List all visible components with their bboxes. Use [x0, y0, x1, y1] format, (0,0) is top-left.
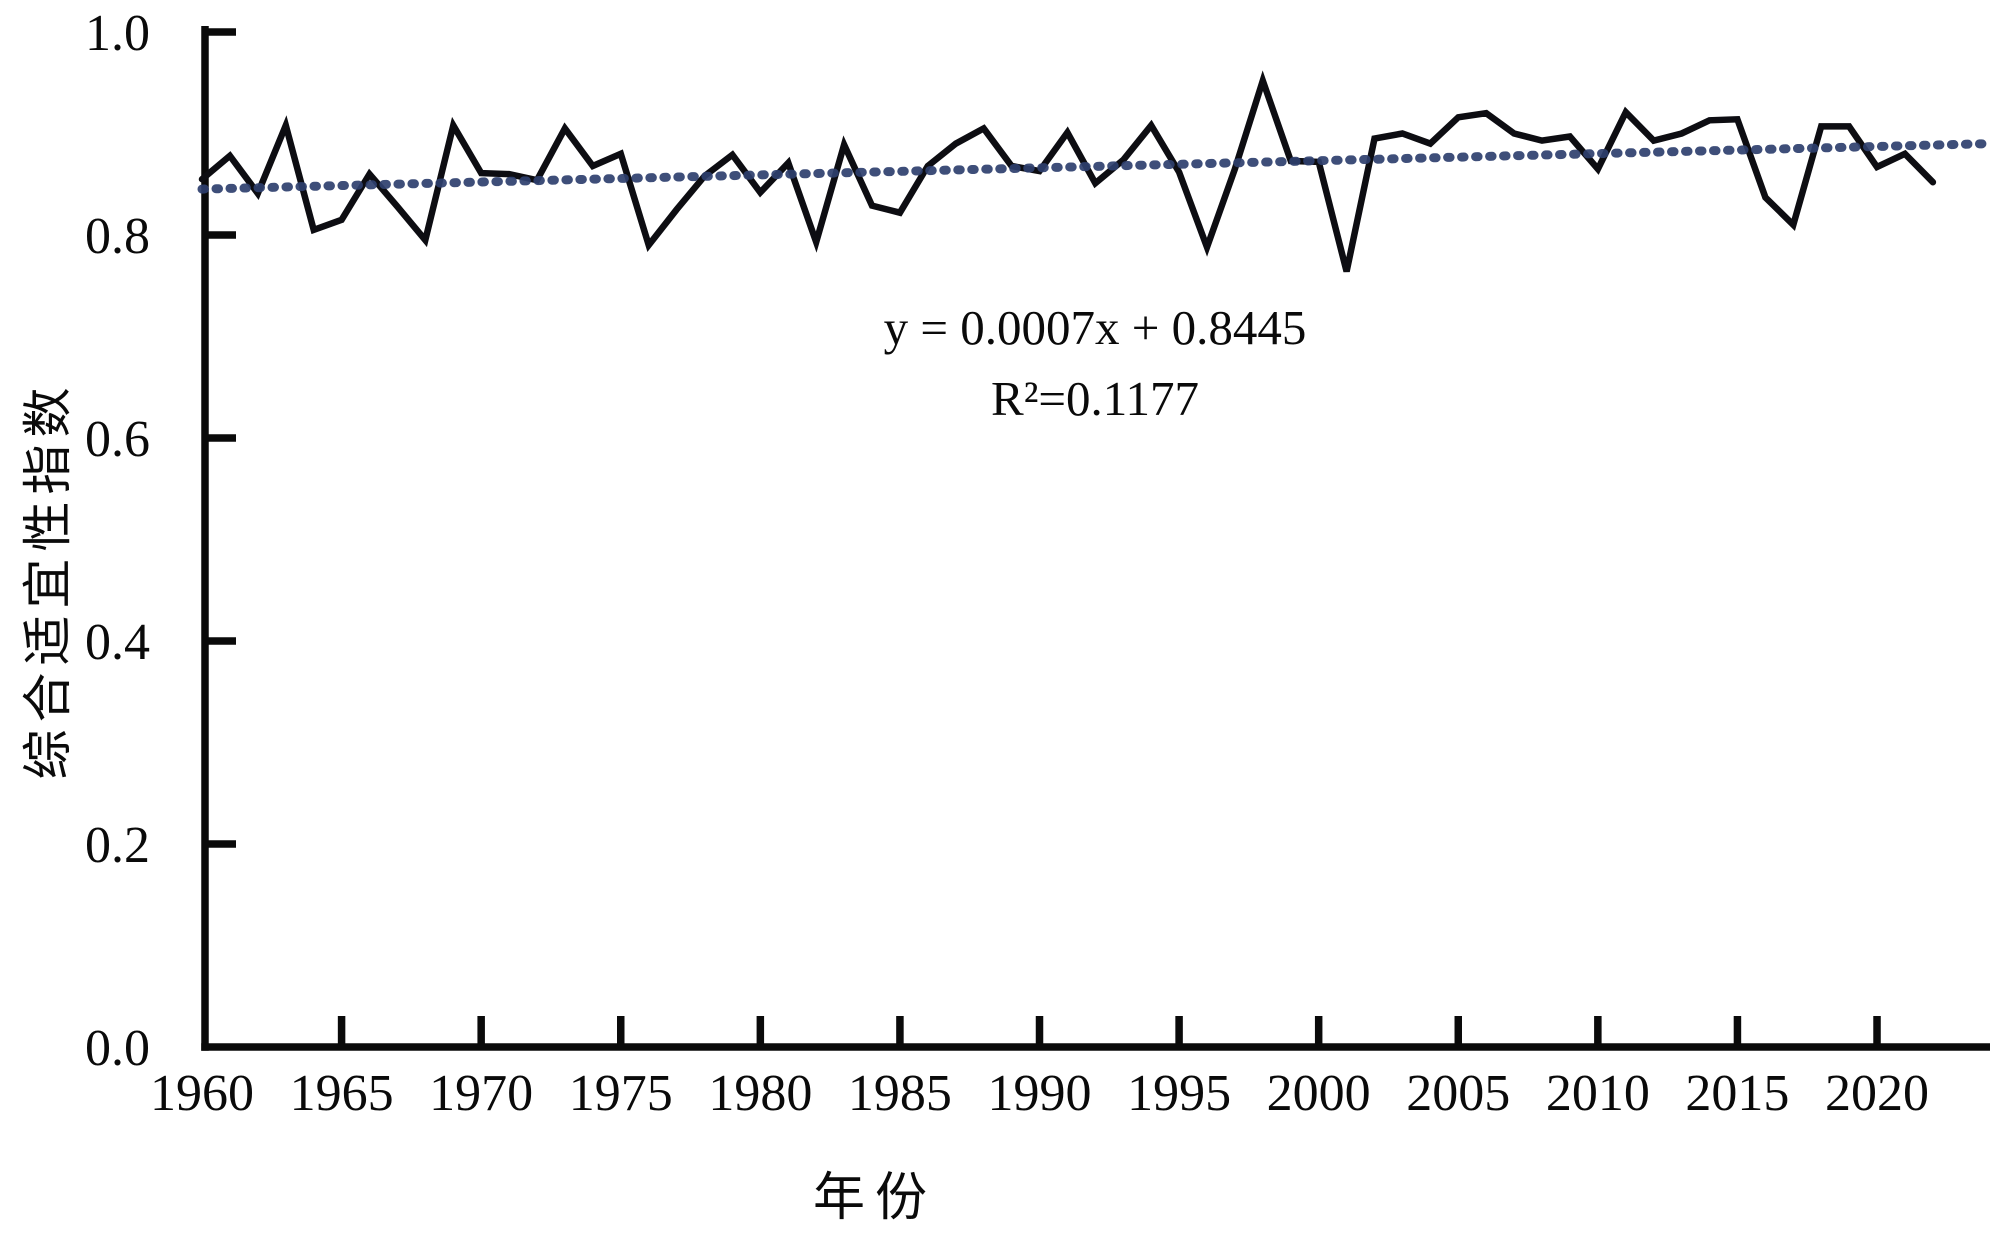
- trendline-r-squared: R²=0.1177: [991, 371, 1199, 427]
- x-tick-label: 1990: [988, 1065, 1092, 1122]
- x-tick-label: 2010: [1546, 1065, 1650, 1122]
- x-tick-label: 2000: [1267, 1065, 1371, 1122]
- y-tick-label: 1.0: [85, 5, 150, 62]
- data-line-series: [198, 70, 1937, 273]
- y-tick-label: 0.2: [85, 817, 150, 874]
- x-tick-label: 2005: [1406, 1065, 1510, 1122]
- y-tick-label: 0.6: [85, 411, 150, 468]
- trendline-equation: y = 0.0007x + 0.8445 R²=0.1177: [884, 292, 1307, 434]
- y-tick-label: 0.0: [85, 1020, 150, 1077]
- y-axis-title: 综合适宜性指数: [20, 380, 76, 780]
- x-tick-label: 2020: [1825, 1065, 1929, 1122]
- x-tick-label: 1960: [150, 1065, 254, 1122]
- x-tick-label: 1975: [569, 1065, 673, 1122]
- y-tick-label: 0.8: [85, 208, 150, 265]
- x-axis-title: 年份: [812, 1170, 938, 1227]
- x-tick-label: 1995: [1127, 1065, 1231, 1122]
- x-tick-label: 2015: [1685, 1065, 1789, 1122]
- y-tick-label: 0.4: [85, 614, 150, 671]
- x-tick-label: 1980: [708, 1065, 812, 1122]
- x-tick-label: 1970: [429, 1065, 533, 1122]
- trend-line-dotted: [197, 139, 1988, 194]
- trendline-equation-line1: y = 0.0007x + 0.8445: [883, 300, 1307, 355]
- x-tick-label: 1965: [290, 1065, 394, 1122]
- x-tick-label: 1985: [848, 1065, 952, 1122]
